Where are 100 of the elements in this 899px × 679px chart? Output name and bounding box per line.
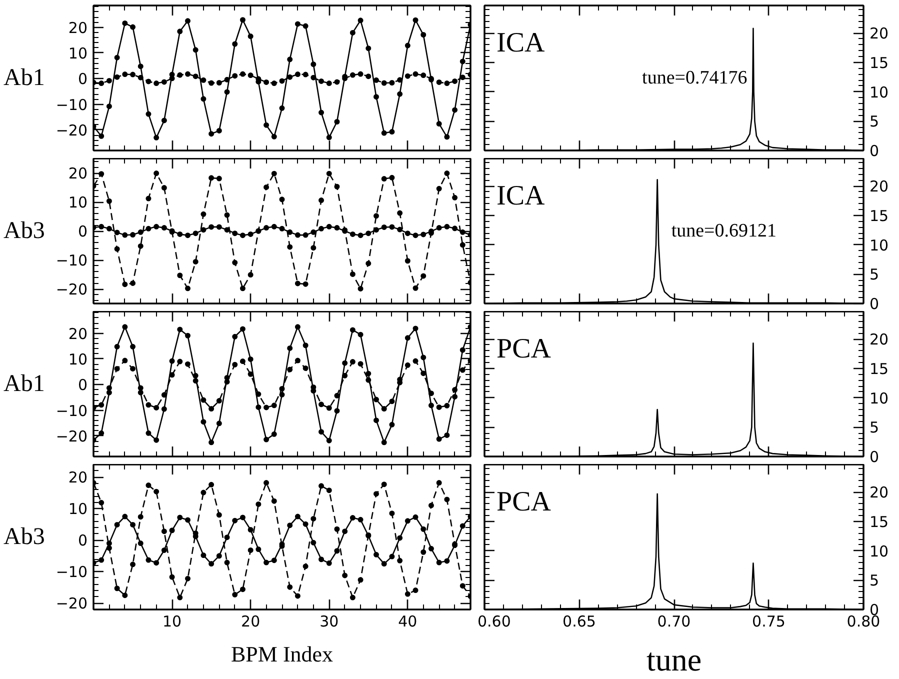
point bbox=[185, 286, 190, 292]
point bbox=[404, 591, 410, 597]
point bbox=[381, 80, 387, 86]
point bbox=[240, 71, 246, 77]
point bbox=[122, 20, 128, 26]
point bbox=[146, 196, 152, 202]
y-tick-label: 20 bbox=[68, 324, 88, 343]
point bbox=[412, 17, 418, 23]
point bbox=[138, 64, 144, 70]
point bbox=[287, 56, 293, 62]
point bbox=[420, 273, 426, 279]
point bbox=[460, 523, 466, 529]
point bbox=[436, 436, 442, 442]
point bbox=[294, 514, 300, 520]
point bbox=[240, 17, 246, 23]
point bbox=[200, 552, 206, 558]
y-tick-label: 20 bbox=[68, 18, 88, 37]
point bbox=[122, 232, 128, 238]
point bbox=[216, 224, 222, 230]
point bbox=[460, 242, 466, 248]
point bbox=[412, 285, 418, 291]
point bbox=[342, 528, 348, 534]
point bbox=[240, 586, 246, 592]
y-tick-label: −10 bbox=[56, 252, 88, 270]
point bbox=[154, 224, 160, 230]
y2-tick-label: 20 bbox=[870, 178, 889, 196]
point bbox=[381, 561, 387, 567]
point bbox=[452, 394, 458, 400]
point bbox=[444, 170, 450, 176]
point bbox=[452, 78, 458, 84]
point bbox=[350, 30, 356, 36]
point bbox=[404, 230, 410, 236]
y-tick-label: 10 bbox=[68, 350, 88, 368]
point bbox=[350, 327, 356, 333]
point bbox=[350, 231, 356, 237]
point bbox=[318, 78, 324, 84]
point bbox=[177, 514, 183, 520]
point bbox=[192, 47, 198, 53]
point bbox=[374, 396, 379, 402]
point bbox=[310, 62, 316, 68]
point bbox=[256, 391, 262, 397]
point bbox=[374, 418, 379, 424]
y-axis-title: Ab1 bbox=[4, 65, 45, 91]
point bbox=[404, 335, 410, 341]
point bbox=[326, 438, 332, 444]
x-tick-label: 30 bbox=[320, 612, 339, 630]
point bbox=[428, 390, 434, 396]
point bbox=[310, 245, 316, 251]
point bbox=[161, 406, 167, 412]
point bbox=[287, 244, 293, 250]
point bbox=[420, 526, 426, 532]
point bbox=[161, 118, 167, 124]
point bbox=[232, 518, 238, 524]
x-tick-label: 0.65 bbox=[562, 612, 596, 630]
point bbox=[264, 404, 270, 410]
x-axis-title: BPM Index bbox=[230, 642, 334, 666]
point bbox=[208, 80, 214, 86]
point bbox=[310, 516, 316, 522]
point bbox=[200, 397, 206, 403]
point bbox=[412, 326, 418, 332]
point bbox=[436, 560, 442, 566]
point bbox=[397, 91, 403, 97]
point bbox=[404, 362, 410, 368]
point bbox=[224, 76, 230, 82]
point bbox=[302, 342, 308, 348]
point bbox=[404, 258, 410, 264]
point bbox=[287, 74, 293, 80]
point bbox=[106, 545, 112, 551]
point bbox=[279, 386, 285, 392]
point bbox=[444, 432, 450, 438]
point bbox=[318, 402, 324, 408]
point bbox=[256, 404, 262, 410]
point bbox=[161, 185, 167, 191]
point bbox=[412, 588, 418, 594]
x-axis-title: tune bbox=[646, 642, 702, 678]
point bbox=[444, 402, 450, 408]
point bbox=[350, 594, 356, 600]
point bbox=[208, 440, 214, 446]
point bbox=[169, 372, 175, 378]
point bbox=[287, 522, 293, 528]
point bbox=[366, 74, 372, 80]
point bbox=[366, 230, 372, 236]
annotation: ICA bbox=[496, 28, 546, 58]
point bbox=[350, 359, 356, 365]
point bbox=[334, 548, 340, 554]
point bbox=[177, 272, 183, 278]
point bbox=[248, 371, 254, 377]
point bbox=[436, 225, 442, 231]
point bbox=[161, 528, 167, 534]
point bbox=[389, 510, 395, 516]
point bbox=[122, 592, 128, 598]
point bbox=[146, 226, 152, 232]
point bbox=[381, 224, 387, 230]
point bbox=[98, 402, 104, 408]
point bbox=[287, 584, 293, 590]
point bbox=[208, 131, 214, 137]
point bbox=[122, 514, 128, 520]
point bbox=[404, 518, 410, 524]
point bbox=[294, 280, 300, 286]
point bbox=[342, 360, 348, 366]
